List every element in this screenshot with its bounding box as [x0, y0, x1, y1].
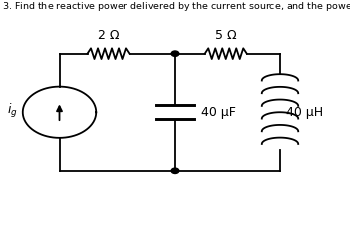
Circle shape [171, 168, 179, 173]
Circle shape [171, 51, 179, 56]
Text: 3. Find the reactive power delivered by the current source, and the power factor: 3. Find the reactive power delivered by … [2, 1, 350, 14]
Text: 40 μF: 40 μF [201, 106, 236, 119]
Text: 40 μH: 40 μH [286, 106, 323, 119]
Text: 2 Ω: 2 Ω [98, 29, 119, 42]
Text: 5 Ω: 5 Ω [215, 29, 237, 42]
Text: $i_g$: $i_g$ [7, 102, 18, 120]
